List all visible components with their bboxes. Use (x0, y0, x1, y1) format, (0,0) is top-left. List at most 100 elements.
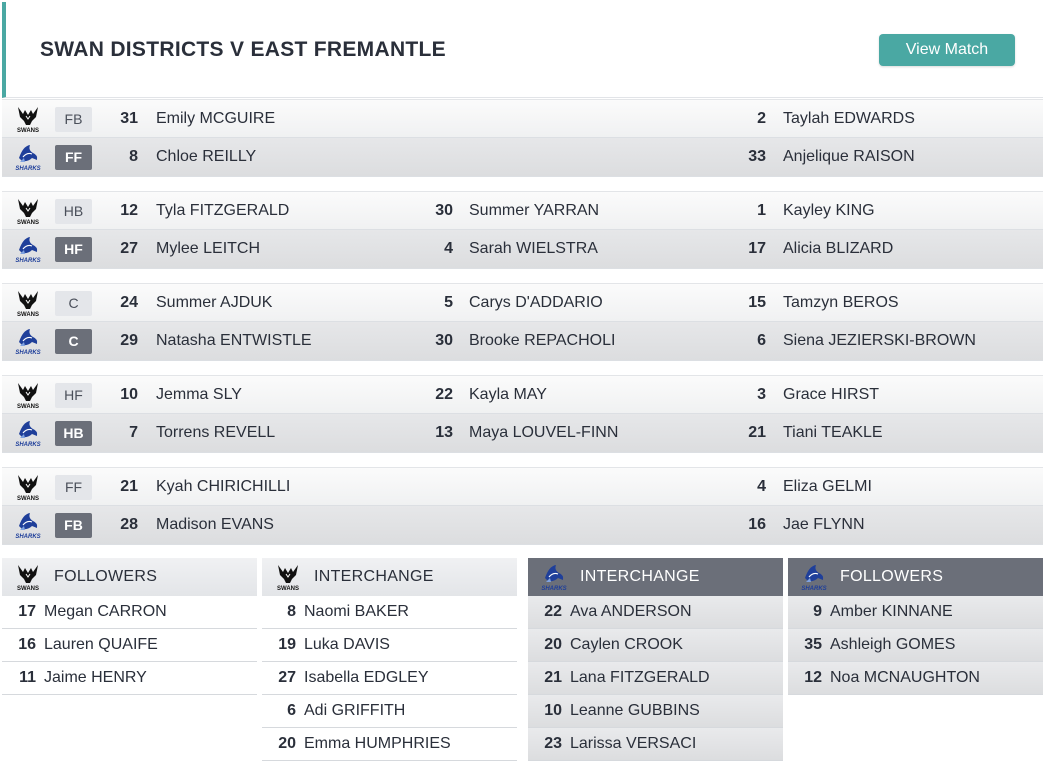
view-match-button[interactable]: View Match (879, 34, 1015, 66)
player-name[interactable]: Larissa VERSACI (570, 735, 697, 752)
player-name[interactable]: Megan CARRON (44, 603, 167, 620)
player-name[interactable]: Kyah CHIRICHILLI (156, 478, 291, 495)
player-name[interactable]: Maya LOUVEL-FINN (469, 424, 619, 441)
bench-player-row: 8 Naomi BAKER (262, 596, 517, 629)
home-line-row: FB 31 Emily MCGUIRE 2 Taylah EDWARDS (2, 99, 1043, 138)
sharks-logo-icon (800, 563, 828, 591)
player-name[interactable]: Anjelique RAISON (783, 148, 915, 165)
player-name[interactable]: Ashleigh GOMES (830, 636, 956, 653)
player-number: 30 (435, 332, 453, 349)
player-name[interactable]: Summer YARRAN (469, 202, 600, 219)
away-followers-list: FOLLOWERS 9 Amber KINNANE 35 Ashleigh GOMES 1… (788, 558, 1043, 695)
bench-player-row: 10 Leanne GUBBINS (528, 695, 783, 728)
home-line-row: C 24 Summer AJDUK 5 Carys D'ADDARIO 15 Tamzyn … (2, 283, 1043, 322)
player-name[interactable]: Eliza GELMI (783, 478, 872, 495)
bench-player-row: 35 Ashleigh GOMES (788, 629, 1043, 662)
bench-player-row: 20 Emma HUMPHRIES (262, 728, 517, 761)
player-name[interactable]: Adi GRIFFITH (304, 702, 406, 719)
player-number: 28 (120, 516, 138, 533)
player-number: 27 (120, 240, 138, 257)
position-badge: FB (55, 107, 92, 132)
player-name[interactable]: Jae FLYNN (783, 516, 865, 533)
player-number: 20 (544, 636, 562, 653)
player-name[interactable]: Brooke REPACHOLI (469, 332, 616, 349)
player-name[interactable]: Lauren QUAIFE (44, 636, 158, 653)
player-name[interactable]: Siena JEZIERSKI-BROWN (783, 332, 976, 349)
bench-player-row: 22 Ava ANDERSON (528, 596, 783, 629)
player-number: 29 (120, 332, 138, 349)
home-line-row: FF 21 Kyah CHIRICHILLI 4 Eliza GELMI (2, 467, 1043, 506)
player-name[interactable]: Lana FITZGERALD (570, 669, 710, 686)
bench-header: FOLLOWERS (788, 558, 1043, 596)
player-name[interactable]: Torrens REVELL (156, 424, 276, 441)
bench-player-row: 6 Adi GRIFFITH (262, 695, 517, 728)
player-name[interactable]: Madison EVANS (156, 516, 274, 533)
player-name[interactable]: Leanne GUBBINS (570, 702, 700, 719)
player-name[interactable]: Tiani TEAKLE (783, 424, 883, 441)
player-name[interactable]: Natasha ENTWISTLE (156, 332, 312, 349)
swans-logo-icon (14, 197, 42, 225)
player-name[interactable]: Kayley KING (783, 202, 875, 219)
position-badge: HF (55, 383, 92, 408)
player-number: 23 (544, 735, 562, 752)
player-number: 35 (804, 636, 822, 653)
player-number: 16 (748, 516, 766, 533)
player-name[interactable]: Mylee LEITCH (156, 240, 261, 257)
player-name[interactable]: Amber KINNANE (830, 603, 953, 620)
bench-title: FOLLOWERS (54, 568, 158, 585)
player-number: 10 (120, 386, 138, 403)
bench-title: INTERCHANGE (580, 568, 700, 585)
player-name[interactable]: Taylah EDWARDS (783, 110, 915, 127)
player-name[interactable]: Sarah WIELSTRA (469, 240, 598, 257)
player-name[interactable]: Ava ANDERSON (570, 603, 692, 620)
position-badge: C (55, 291, 92, 316)
player-name[interactable]: Caylen CROOK (570, 636, 683, 653)
player-number: 13 (435, 424, 453, 441)
home-line-row: HF 10 Jemma SLY 22 Kayla MAY 3 Grace HIRST (2, 375, 1043, 414)
player-name[interactable]: Noa MCNAUGHTON (830, 669, 980, 686)
player-number: 12 (804, 669, 822, 686)
bench-player-row: 12 Noa MCNAUGHTON (788, 662, 1043, 695)
player-number: 11 (19, 669, 36, 686)
bench-header: INTERCHANGE (262, 558, 517, 596)
away-line-row: FB 28 Madison EVANS 16 Jae FLYNN (2, 506, 1043, 545)
player-name[interactable]: Summer AJDUK (156, 294, 273, 311)
player-number: 3 (757, 386, 766, 403)
bench-player-row: 9 Amber KINNANE (788, 596, 1043, 629)
player-number: 10 (544, 702, 562, 719)
away-line-row: C 29 Natasha ENTWISTLE 30 Brooke REPACHOLI 6 S… (2, 322, 1043, 361)
player-name[interactable]: Alicia BLIZARD (783, 240, 894, 257)
bench-player-row: 27 Isabella EDGLEY (262, 662, 517, 695)
player-name[interactable]: Chloe REILLY (156, 148, 257, 165)
player-name[interactable]: Kayla MAY (469, 386, 547, 403)
player-name[interactable]: Emily MCGUIRE (156, 110, 276, 127)
bench-player-row: 20 Caylen CROOK (528, 629, 783, 662)
player-number: 17 (748, 240, 766, 257)
sharks-logo-icon (14, 235, 42, 263)
player-name[interactable]: Tamzyn BEROS (783, 294, 899, 311)
player-number: 30 (435, 202, 453, 219)
away-line-row: HB 7 Torrens REVELL 13 Maya LOUVEL-FINN 21 Tia… (2, 414, 1043, 453)
player-number: 22 (544, 603, 562, 620)
player-name[interactable]: Carys D'ADDARIO (469, 294, 603, 311)
sharks-logo-icon (14, 143, 42, 171)
player-name[interactable]: Naomi BAKER (304, 603, 409, 620)
player-number: 24 (120, 294, 138, 311)
player-name[interactable]: Jemma SLY (156, 386, 242, 403)
player-number: 4 (444, 240, 453, 257)
bench-player-row: 21 Lana FITZGERALD (528, 662, 783, 695)
player-name[interactable]: Luka DAVIS (304, 636, 390, 653)
player-name[interactable]: Tyla FITZGERALD (156, 202, 290, 219)
sharks-logo-icon (14, 419, 42, 447)
home-interchange-list: INTERCHANGE 8 Naomi BAKER 19 Luka DAVIS 27 Isa… (262, 558, 517, 761)
sharks-logo-icon (14, 511, 42, 539)
player-name[interactable]: Grace HIRST (783, 386, 880, 403)
player-name[interactable]: Isabella EDGLEY (304, 669, 429, 686)
away-line-row: HF 27 Mylee LEITCH 4 Sarah WIELSTRA 17 Alicia … (2, 230, 1043, 269)
player-number: 21 (544, 669, 562, 686)
player-name[interactable]: Emma HUMPHRIES (304, 735, 451, 752)
bench-header: FOLLOWERS (2, 558, 257, 596)
player-number: 15 (748, 294, 766, 311)
player-name[interactable]: Jaime HENRY (44, 669, 147, 686)
